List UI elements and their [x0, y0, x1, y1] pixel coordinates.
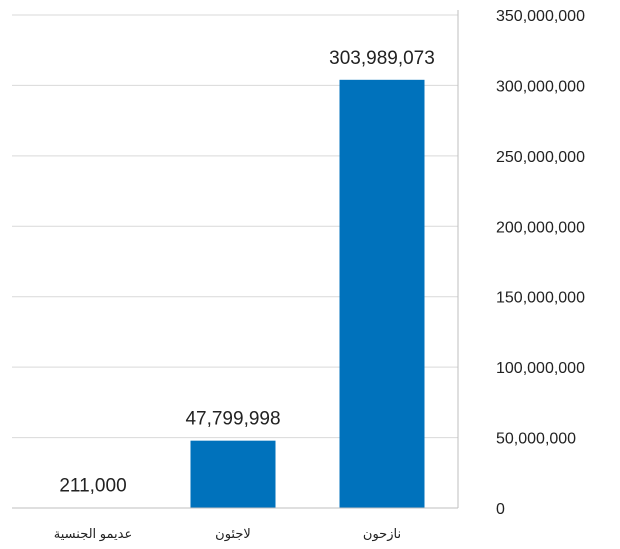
- gridlines: [12, 14, 458, 439]
- bar: [339, 79, 425, 508]
- y-tick-labels: 0 50,000,000 100,000,000 150,000,000 200,000…: [496, 8, 585, 518]
- y-tick-label: 0: [496, 501, 505, 518]
- data-label: 211,000: [59, 476, 126, 497]
- x-tick-label: نازحون: [363, 526, 401, 542]
- y-tick-label: 50,000,000: [496, 431, 576, 448]
- y-tick-label: 350,000,000: [496, 8, 585, 25]
- bars: [50, 79, 425, 508]
- x-tick-labels: عديمو الجنسية لاجئون نازحون: [54, 526, 401, 542]
- bar: [190, 440, 276, 508]
- data-label: 303,989,073: [329, 48, 435, 69]
- y-tick-label: 300,000,000: [496, 78, 585, 95]
- x-tick-label: عديمو الجنسية: [54, 526, 132, 542]
- y-tick-label: 250,000,000: [496, 149, 585, 166]
- axes: [12, 10, 459, 509]
- x-tick-label: لاجئون: [215, 526, 251, 542]
- y-tick-label: 200,000,000: [496, 219, 585, 236]
- data-label: 47,799,998: [185, 409, 280, 430]
- data-labels: 211,000 47,799,998 303,989,073: [59, 48, 434, 497]
- y-tick-label: 100,000,000: [496, 360, 585, 377]
- y-tick-label: 150,000,000: [496, 290, 585, 307]
